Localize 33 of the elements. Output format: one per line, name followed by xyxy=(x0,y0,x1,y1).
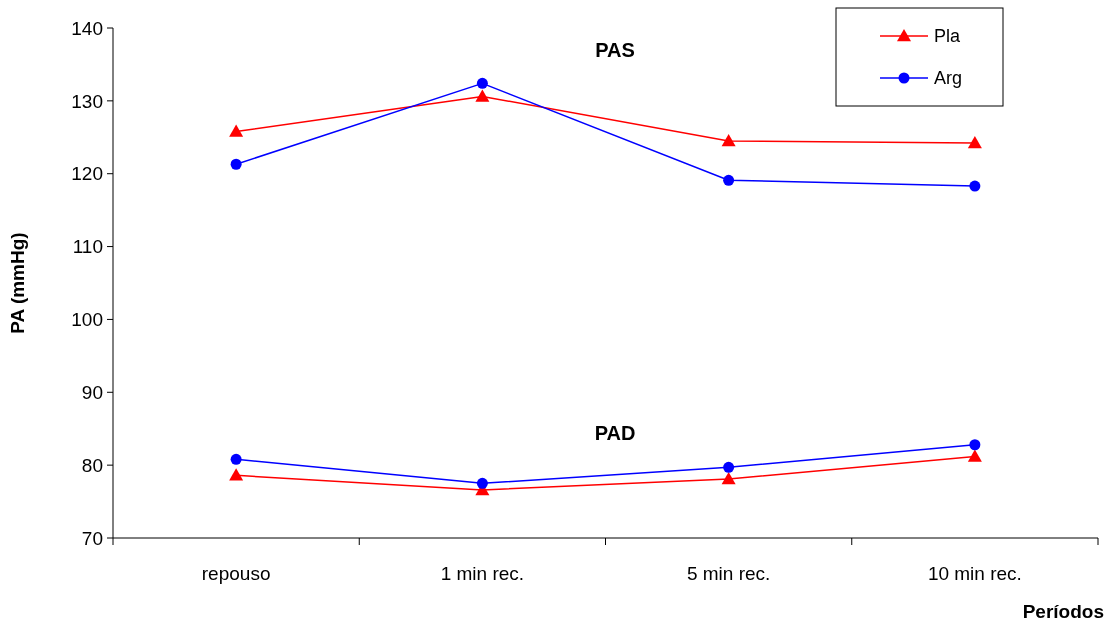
y-tick-label: 100 xyxy=(71,309,103,331)
point xyxy=(229,124,244,137)
point xyxy=(969,180,981,192)
y-tick-label: 130 xyxy=(71,90,103,112)
y-tick-label: 70 xyxy=(81,527,103,549)
y-tick-label: 120 xyxy=(71,163,103,185)
x-axis-title: Períodos xyxy=(1022,601,1104,622)
point xyxy=(723,461,735,473)
point xyxy=(475,89,490,102)
x-tick-label: 10 min rec. xyxy=(927,563,1022,584)
annotation: PAD xyxy=(594,422,636,444)
point xyxy=(230,158,242,170)
point xyxy=(476,477,488,489)
point xyxy=(229,468,244,481)
legend-label: Arg xyxy=(934,68,963,89)
point xyxy=(723,174,735,186)
point xyxy=(230,453,242,465)
x-tick-label: repouso xyxy=(201,563,271,584)
y-tick-label: 110 xyxy=(72,236,103,258)
point xyxy=(721,471,736,485)
y-tick-label: 80 xyxy=(81,454,103,476)
point xyxy=(967,136,982,149)
x-tick-label: 1 min rec. xyxy=(440,563,525,584)
point xyxy=(969,439,981,451)
x-tick-label: 5 min rec. xyxy=(686,563,771,584)
legend-label: Pla xyxy=(934,26,961,47)
y-tick-label: 90 xyxy=(81,381,103,403)
point xyxy=(721,133,736,147)
point xyxy=(476,77,488,89)
annotation: PAS xyxy=(595,39,635,61)
y-axis-title: PA (mmHg) xyxy=(7,232,28,334)
point xyxy=(967,449,982,462)
y-tick-label: 140 xyxy=(71,17,103,39)
